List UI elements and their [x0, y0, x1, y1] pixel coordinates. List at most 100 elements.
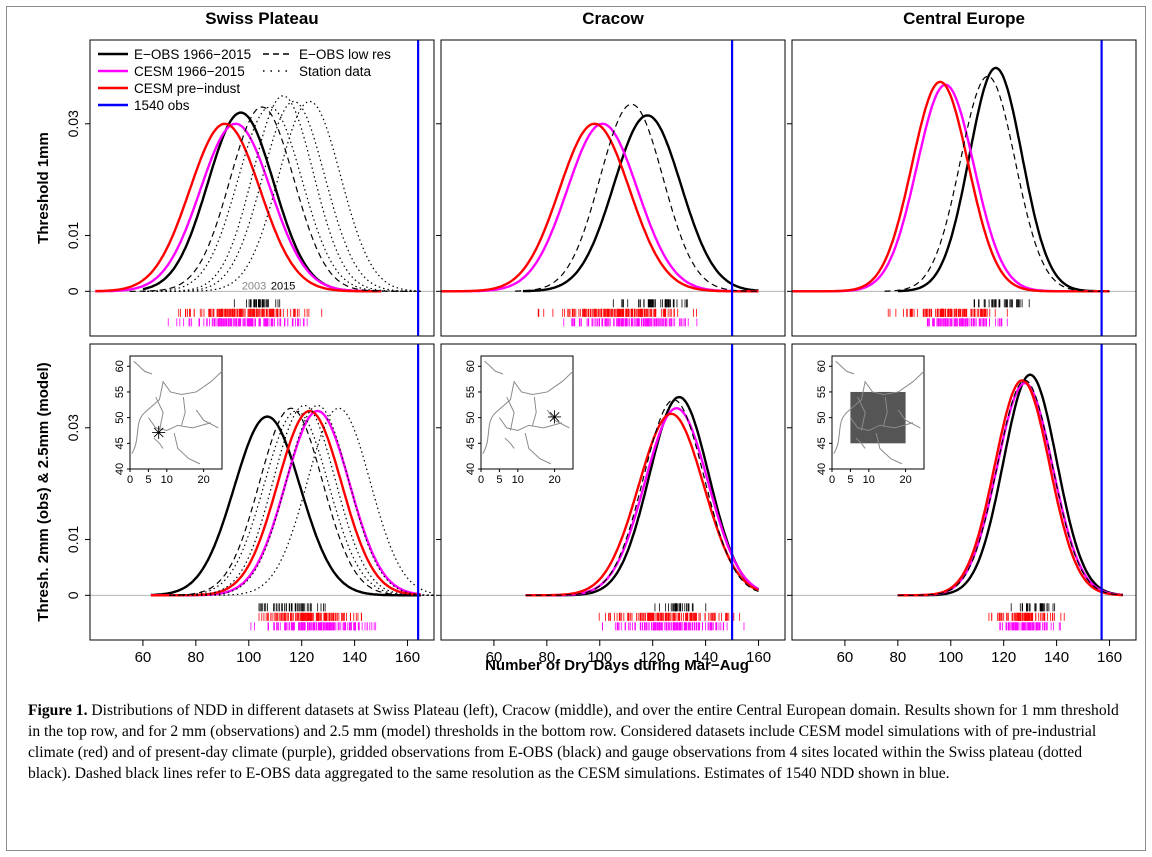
map-y-tick-label: 60 — [816, 360, 828, 372]
row-label: Thresh. 2mm (obs) & 2.5mm (model) — [35, 362, 52, 621]
y-tick-label: 0.03 — [65, 414, 81, 441]
x-tick-label: 140 — [1044, 649, 1069, 666]
map-frame — [129, 355, 223, 470]
series-line-3 — [792, 80, 1110, 293]
map-coastline — [482, 371, 574, 454]
map-border-4 — [875, 432, 903, 465]
series-line-7 — [169, 404, 434, 596]
series-line-3 — [95, 122, 382, 293]
map-x-tick-label: 5 — [145, 474, 151, 486]
series-line-1 — [523, 114, 759, 293]
x-tick-label: 80 — [188, 649, 205, 666]
panel-frame — [89, 343, 435, 641]
map-y-tick-label: 40 — [465, 463, 477, 475]
x-tick-label: 80 — [890, 649, 907, 666]
map-x-tick-label: 10 — [512, 474, 524, 486]
row-label: Threshold 1mm — [35, 132, 52, 244]
site-marker: ✳ — [151, 423, 166, 443]
map-border-6 — [195, 409, 219, 429]
caption-label: Figure 1. — [28, 702, 88, 719]
series-line-1 — [897, 66, 1110, 293]
x-tick-label: 100 — [938, 649, 963, 666]
series-line-6 — [142, 95, 421, 292]
site-marker: ✳ — [547, 408, 562, 428]
panel-6: 0 5 10 20 40 45 50 55 60 60 80 100 120 140 160 — [787, 343, 1137, 666]
series-line-4 — [525, 399, 759, 596]
y-tick-label: 0 — [65, 591, 81, 599]
panel-1: 0 0.01 0.03 Swiss Plateau Threshold 1mm E−OBS… — [35, 9, 435, 337]
map-x-tick-label: 10 — [863, 474, 875, 486]
map-x-tick-label: 0 — [478, 474, 484, 486]
plot-area — [90, 40, 434, 336]
map-x-tick-label: 0 — [829, 474, 835, 486]
series-line-4 — [169, 407, 421, 596]
map-border-5 — [504, 437, 515, 449]
plot-area — [441, 40, 785, 336]
x-tick-label: 60 — [486, 649, 503, 666]
map-border-1 — [147, 417, 212, 432]
map-x-tick-label: 20 — [899, 474, 911, 486]
series-line-2 — [441, 122, 759, 293]
map-x-tick-label: 5 — [847, 474, 853, 486]
x-tick-label: 80 — [539, 649, 556, 666]
legend-label: Station data — [299, 64, 372, 79]
y-tick-label: 0.03 — [65, 110, 81, 137]
map-y-tick-label: 45 — [816, 437, 828, 449]
x-tick-label: 120 — [640, 649, 665, 666]
series-line-4 — [515, 103, 759, 292]
map-coastline — [131, 371, 223, 454]
x-tick-label: 60 — [837, 649, 854, 666]
map-inset: 0 5 10 20 40 45 50 55 60 — [816, 355, 925, 486]
plot-area — [792, 40, 1136, 336]
map-border-3 — [181, 397, 186, 426]
map-border-3 — [883, 397, 888, 426]
series-line-2 — [897, 381, 1123, 597]
plot-area — [441, 344, 785, 640]
x-tick-label: 60 — [135, 649, 152, 666]
map-border-3 — [532, 397, 537, 426]
panel-frame — [791, 343, 1137, 641]
series-line-3 — [441, 122, 759, 293]
map-border-4 — [524, 432, 552, 465]
x-tick-label: 140 — [693, 649, 718, 666]
series-line-3 — [897, 379, 1123, 597]
map-y-tick-label: 55 — [816, 386, 828, 398]
map-y-tick-label: 50 — [816, 412, 828, 424]
map-y-tick-label: 45 — [465, 437, 477, 449]
plot-area — [792, 344, 1136, 640]
x-tick-label: 160 — [746, 649, 771, 666]
map-y-tick-label: 55 — [465, 386, 477, 398]
panel-frame — [89, 39, 435, 337]
map-border-2 — [506, 396, 515, 431]
y-tick-label: 0.01 — [65, 222, 81, 249]
map-border-4 — [173, 432, 201, 465]
map-y-tick-label: 55 — [114, 386, 126, 398]
figure-caption: Figure 1. Distributions of NDD in differ… — [28, 700, 1123, 784]
map-y-tick-label: 40 — [816, 463, 828, 475]
series-line-3 — [525, 412, 759, 597]
map-border-7 — [484, 360, 504, 375]
legend-label: E−OBS 1966−2015 — [134, 47, 251, 62]
x-tick-label: 160 — [1097, 649, 1122, 666]
map-x-tick-label: 0 — [127, 474, 133, 486]
legend-label: E−OBS low res — [299, 47, 391, 62]
legend-label: CESM pre−indust — [134, 81, 240, 96]
map-border-5 — [153, 437, 164, 449]
figure-frame — [6, 6, 1146, 851]
x-tick-label: 120 — [991, 649, 1016, 666]
panel-frame — [440, 39, 786, 337]
panel-frame — [791, 39, 1137, 337]
panel-2: Cracow — [436, 9, 786, 337]
series-line-4 — [129, 106, 408, 292]
legend-label: CESM 1966−2015 — [134, 64, 245, 79]
map-coastline — [833, 371, 925, 454]
column-title: Swiss Plateau — [205, 9, 318, 28]
map-border-6 — [897, 409, 921, 429]
panel-5: 0 5 10 20 40 45 50 55 60 ✳ 60 80 100 120 140 160 — [436, 343, 786, 666]
panel-frame — [440, 343, 786, 641]
x-tick-label: 120 — [289, 649, 314, 666]
y-tick-label: 0.01 — [65, 526, 81, 553]
map-border-1 — [849, 417, 914, 432]
map-border-1 — [498, 417, 563, 432]
x-tick-label: 100 — [236, 649, 261, 666]
